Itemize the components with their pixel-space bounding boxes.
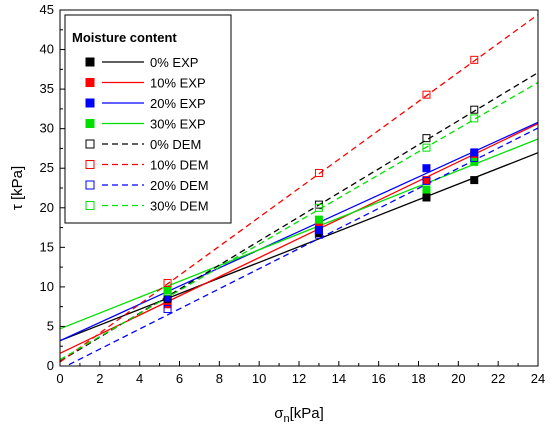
legend-items: 0% EXP 10% EXP 20% EXP 30% EXP 0% DEM 10% DEM… [85,55,209,214]
legend-marker [85,160,95,169]
data-point [422,134,431,143]
legend: Moisture content 0% EXP 10% EXP 20% EXP 30%… [64,14,232,224]
data-point [314,230,323,239]
x-axis-label-subscript: n [283,413,289,425]
x-tick-label: 24 [531,371,545,386]
x-tick-label: 16 [371,371,385,386]
y-tick-label: 5 [47,318,54,333]
legend-label: 30% DEM [150,199,209,214]
x-tick-label: 10 [252,371,266,386]
legend-label: 0% EXP [150,55,198,70]
legend-title: Moisture content [72,30,177,45]
legend-marker [85,98,95,108]
legend-item: 10% EXP [85,76,206,91]
legend-marker [85,57,95,67]
data-point [470,55,479,64]
legend-marker [85,139,95,149]
x-axis-label-symbol: σ [274,405,284,422]
legend-item: 30% EXP [85,117,206,132]
legend-label: 10% EXP [150,76,206,91]
legend-label: 20% DEM [150,178,209,193]
y-tick-label: 45 [40,2,54,17]
data-markers [163,55,479,314]
data-point [163,305,172,314]
legend-label: 30% EXP [150,117,206,132]
fit-line [60,121,538,342]
data-point [314,225,323,234]
legend-label: 10% DEM [150,158,209,173]
data-point [314,215,323,224]
data-point [470,105,479,114]
legend-item: 30% DEM [85,199,209,214]
data-point [314,168,323,177]
x-tick-label: 4 [136,371,143,386]
legend-marker [85,78,95,87]
data-point [422,143,431,152]
y-tick-label: 0 [47,358,54,373]
fit-line [60,81,538,361]
data-point [470,153,479,162]
data-point [422,164,431,173]
x-tick-label: 6 [176,371,183,386]
data-point [314,203,323,212]
y-axis-ticks: 0 5 10 15 20 25 30 35 40 45 [40,2,65,373]
data-point [163,278,172,287]
data-point [422,176,431,185]
legend-item: 0% EXP [85,55,198,70]
fit-line [60,123,538,354]
x-tick-label: 22 [491,371,505,386]
x-tick-label: 18 [411,371,425,386]
y-axis-label: τ [kPa] [9,166,26,210]
data-point [470,148,479,157]
fit-line [60,152,538,342]
legend-item: 20% EXP [85,96,206,111]
x-tick-label: 20 [451,371,465,386]
y-tick-label: 35 [40,81,54,96]
x-axis-label: σn[kPa] [274,405,324,425]
legend-marker [85,119,95,128]
y-tick-label: 10 [40,279,54,294]
x-axis-label-unit: [kPa] [290,405,324,422]
data-point [422,90,431,99]
x-tick-label: 14 [332,371,346,386]
legend-item: 10% DEM [85,158,209,173]
y-tick-label: 15 [40,239,54,254]
legend-item: 20% DEM [85,178,209,193]
y-tick-label: 40 [40,42,54,57]
y-tick-label: 30 [40,121,54,136]
x-tick-label: 8 [216,371,223,386]
data-point [163,294,172,303]
y-tick-label: 20 [40,200,54,215]
legend-marker [85,201,95,210]
y-tick-label: 25 [40,160,54,175]
x-tick-label: 12 [292,371,306,386]
x-tick-label: 0 [56,371,63,386]
x-axis-ticks: 0 2 4 6 8 10 12 14 16 18 20 22 24 [56,361,545,386]
legend-label: 0% DEM [150,137,201,152]
x-tick-label: 2 [96,371,103,386]
data-point [163,286,172,295]
data-point [422,193,431,202]
fit-lines [60,14,538,366]
legend-label: 20% EXP [150,96,206,111]
legend-marker [85,180,95,190]
data-point [470,176,479,185]
legend-item: 0% DEM [85,137,201,152]
data-point [470,114,479,123]
fit-line [60,14,538,363]
data-point [163,287,172,296]
data-point [422,185,431,194]
fit-line [60,138,538,330]
